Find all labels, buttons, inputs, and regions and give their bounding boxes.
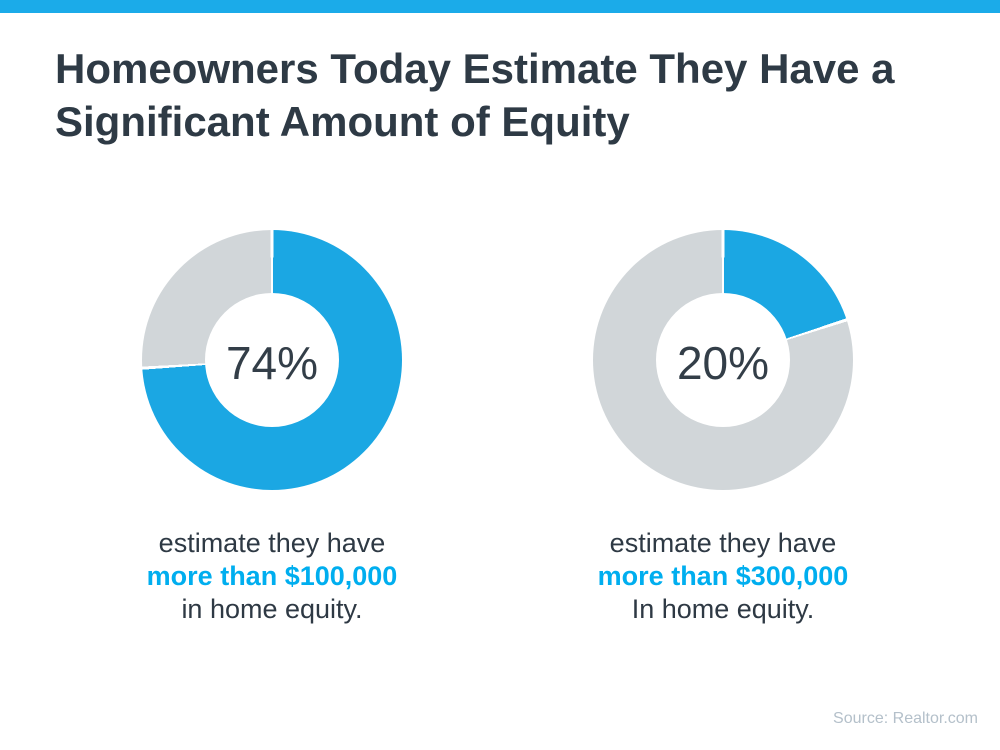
donut-hole: 74% (205, 293, 339, 427)
page-title-line-1: Homeowners Today Estimate They Have a (55, 45, 895, 92)
caption-line-highlight: more than $300,000 (597, 561, 849, 591)
caption-line-highlight: more than $100,000 (146, 561, 398, 591)
donut-center-label: 20% (676, 337, 770, 389)
donut-chart-300k: 20% (593, 230, 853, 490)
page-title-line-2: Significant Amount of Equity (55, 98, 630, 145)
source-attribution: Source: Realtor.com (833, 710, 978, 727)
donut-hole: 20% (656, 293, 790, 427)
donut-center-label: 74% (225, 337, 319, 389)
caption-line: In home equity. (631, 594, 815, 624)
chart-caption-300k: estimate they have more than $300,000 In… (543, 527, 903, 626)
caption-line: estimate they have (609, 528, 837, 558)
donut-chart-100k: 74% (142, 230, 402, 490)
top-accent-bar (0, 0, 1000, 13)
page-title: Homeowners Today Estimate They Have a Si… (55, 42, 895, 148)
caption-line: in home equity. (181, 594, 363, 624)
chart-caption-100k: estimate they have more than $100,000 in… (92, 527, 452, 626)
caption-line: estimate they have (158, 528, 386, 558)
